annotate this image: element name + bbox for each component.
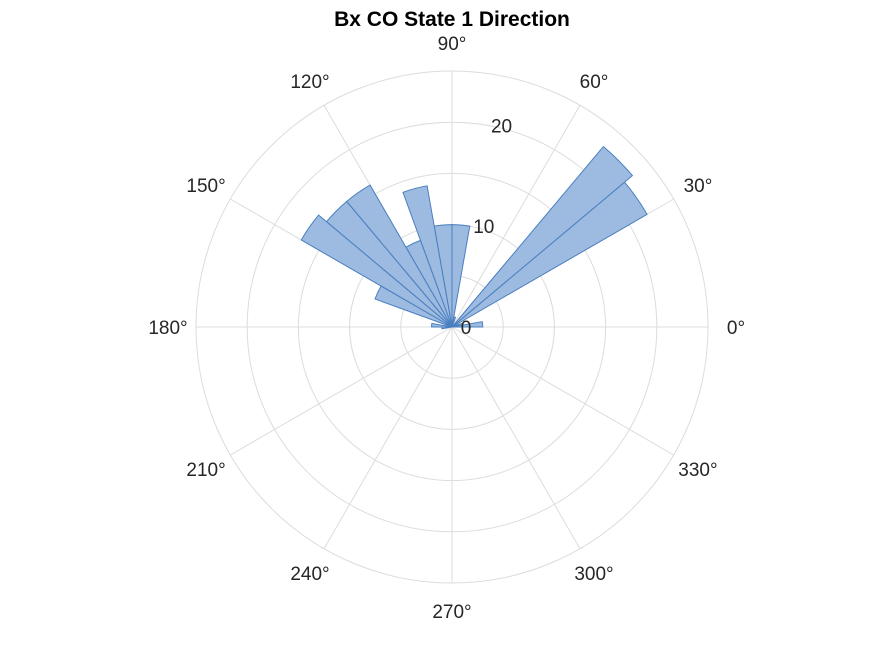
grid-spoke-240 bbox=[323, 326, 453, 549]
grid-spoke-60 bbox=[451, 105, 581, 328]
grid-spoke-300 bbox=[451, 326, 581, 549]
theta-tick-label: 180° bbox=[148, 318, 187, 339]
histogram-bar-4 bbox=[451, 145, 634, 328]
histogram-bar-1 bbox=[451, 322, 463, 328]
histogram-bar-18 bbox=[441, 326, 453, 330]
theta-tick-label: 330° bbox=[678, 460, 717, 481]
r-tick-label: 0 bbox=[461, 318, 472, 339]
r-tick-labels: 0 10 20 bbox=[461, 116, 512, 339]
theta-tick-label: 0° bbox=[727, 318, 745, 339]
histogram-bar-3 bbox=[451, 181, 648, 328]
theta-tick-label: 30° bbox=[684, 176, 713, 197]
histogram-bar-17 bbox=[431, 322, 453, 328]
theta-tick-label: 60° bbox=[580, 72, 609, 93]
theta-tick-label: 240° bbox=[290, 564, 329, 585]
r-tick-label: 20 bbox=[491, 116, 512, 137]
histogram-bar-14 bbox=[300, 214, 453, 328]
theta-tick-label: 150° bbox=[186, 176, 225, 197]
grid-spoke-210 bbox=[230, 326, 453, 456]
histogram-bar-15 bbox=[374, 285, 453, 328]
r-tick-label: 10 bbox=[473, 217, 494, 238]
histogram-bars bbox=[300, 145, 648, 330]
theta-tick-label: 270° bbox=[432, 602, 471, 623]
theta-tick-label: 210° bbox=[186, 460, 225, 481]
theta-tick-label: 300° bbox=[574, 564, 613, 585]
theta-tick-label: 90° bbox=[438, 34, 467, 55]
grid-spoke-330 bbox=[451, 326, 674, 456]
theta-tick-label: 120° bbox=[290, 72, 329, 93]
histogram-bar-10 bbox=[402, 185, 453, 328]
chart-title: Bx CO State 1 Direction bbox=[334, 8, 570, 31]
theta-tick-labels: 0° 30° 60° 90° 120° 150° 180° 210° 240° 270° 300° 3… bbox=[148, 34, 745, 623]
